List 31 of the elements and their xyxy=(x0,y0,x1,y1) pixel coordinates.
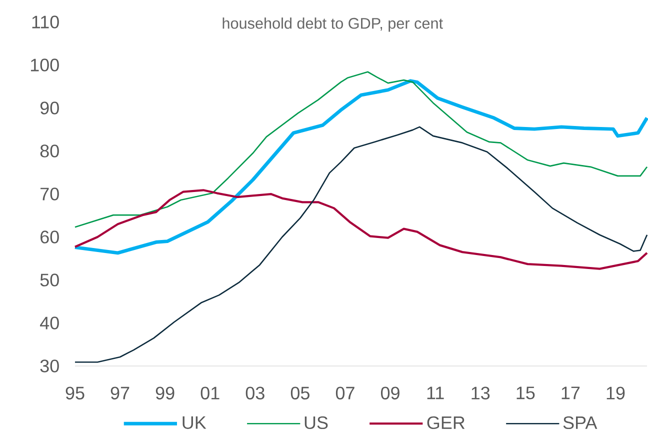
y-tick-label: 110 xyxy=(32,16,59,28)
line-series xyxy=(73,79,648,255)
chart-title: household debt to GDP, per cent xyxy=(222,18,443,32)
x-tick-label: 05 xyxy=(290,386,310,400)
legend-label: UK xyxy=(182,416,206,429)
y-tick-label: 60 xyxy=(40,230,59,244)
y-tick-label: 50 xyxy=(40,274,59,286)
x-tick-label: 17 xyxy=(562,386,580,400)
y-tick-label: 100 xyxy=(30,58,59,72)
legend-label: SPA xyxy=(563,416,598,430)
y-tick-label: 90 xyxy=(40,102,59,114)
x-tick-label: 99 xyxy=(156,386,174,400)
line-series xyxy=(74,71,648,228)
x-tick-label: 03 xyxy=(246,386,264,400)
x-tick-label: 11 xyxy=(427,386,444,400)
x-tick-label: 13 xyxy=(472,386,490,400)
x-tick-label: 95 xyxy=(66,386,84,400)
line-series xyxy=(74,189,648,270)
x-tick-label: 09 xyxy=(380,386,400,400)
x-tick-label: 19 xyxy=(606,386,625,400)
y-tick-label: 40 xyxy=(40,316,59,330)
line-series xyxy=(74,126,648,363)
y-tick-label: 70 xyxy=(40,188,59,200)
x-tick-label: 97 xyxy=(110,386,130,400)
x-tick-label: 01 xyxy=(200,386,220,400)
x-tick-label: 07 xyxy=(336,386,354,400)
x-tick-label: 15 xyxy=(516,386,535,400)
legend-label: GER xyxy=(427,416,465,430)
y-tick-label: 30 xyxy=(40,360,59,372)
y-tick-label: 80 xyxy=(40,144,59,158)
legend-label: US xyxy=(304,416,328,430)
